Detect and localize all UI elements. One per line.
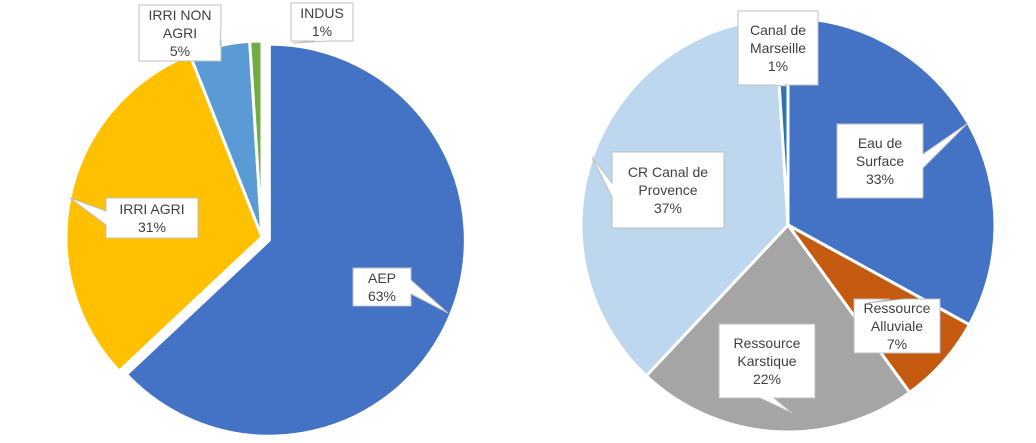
callout-box-canal-de-marseille xyxy=(737,10,819,87)
slice-category-label: Ressource xyxy=(864,300,931,316)
callout-box-aep xyxy=(352,267,449,314)
slice-category-label: Eau de xyxy=(858,135,903,151)
callout-box-ressource-alluviale xyxy=(853,298,941,354)
pie-slice-indus xyxy=(248,39,264,239)
slice-value-label: 7% xyxy=(887,336,907,352)
slice-category-label: CR Canal de xyxy=(628,164,708,180)
slice-category-label: AEP xyxy=(368,270,396,286)
slice-value-label: 5% xyxy=(170,43,190,59)
slice-value-label: 22% xyxy=(753,371,781,387)
callout-box-indus xyxy=(290,2,354,44)
slice-value-label: 63% xyxy=(368,288,396,304)
callout-irri-non-agri: IRRI NON AGRI 5% xyxy=(138,4,222,62)
slice-category-label: Marseille xyxy=(750,40,806,56)
callout-box-eau-de-surface xyxy=(836,122,969,199)
slice-category-label: AGRI xyxy=(163,25,197,41)
slice-category-label: Provence xyxy=(638,182,697,198)
pie-chart-water-resources: Eau deSurface33%RessourceAlluviale7%Ress… xyxy=(579,10,997,434)
slice-category-label: Canal de xyxy=(750,22,806,38)
slice-category-label: IRRI NON xyxy=(149,7,212,23)
callout-box-irri-agri xyxy=(69,197,199,239)
slice-category-label: Ressource xyxy=(734,335,801,351)
slice-category-label: Alluviale xyxy=(871,318,923,334)
callout-ressource-karstique: Ressource Karstique 22% xyxy=(718,323,816,414)
callout-eau-de-surface: Eau de Surface 33% xyxy=(836,122,969,199)
callout-canal-de-marseille: Canal de Marseille 1% xyxy=(737,10,819,87)
callout-cr-canal-de-provence: CR Canal de Provence 37% xyxy=(591,151,725,229)
callout-ressource-alluviale: Ressource Alluviale 7% xyxy=(853,298,941,354)
callout-box-irri-non-agri xyxy=(138,4,222,62)
callout-irri-agri: IRRI AGRI 31% xyxy=(69,197,199,239)
slice-category-label: IRRI AGRI xyxy=(119,201,184,217)
slice-value-label: 31% xyxy=(138,219,166,235)
callout-aep: AEP 63% xyxy=(352,267,449,314)
callout-box-ressource-karstique xyxy=(718,323,816,414)
slice-value-label: 1% xyxy=(312,23,332,39)
slice-value-label: 1% xyxy=(768,58,788,74)
slice-category-label: INDUS xyxy=(300,5,344,21)
slice-value-label: 33% xyxy=(866,171,894,187)
slice-category-label: Surface xyxy=(856,153,904,169)
pie-chart-water-use: AEP 63% IRRI AGRI 31% IRRI NON AGRI 5% INDUS 1% xyxy=(64,2,467,438)
callout-box-cr-canal-de-provence xyxy=(591,151,725,229)
pie-slice-aep xyxy=(124,42,467,438)
callout-indus: INDUS 1% xyxy=(290,2,354,44)
slice-value-label: 37% xyxy=(654,200,682,216)
slice-category-label: Karstique xyxy=(737,353,796,369)
